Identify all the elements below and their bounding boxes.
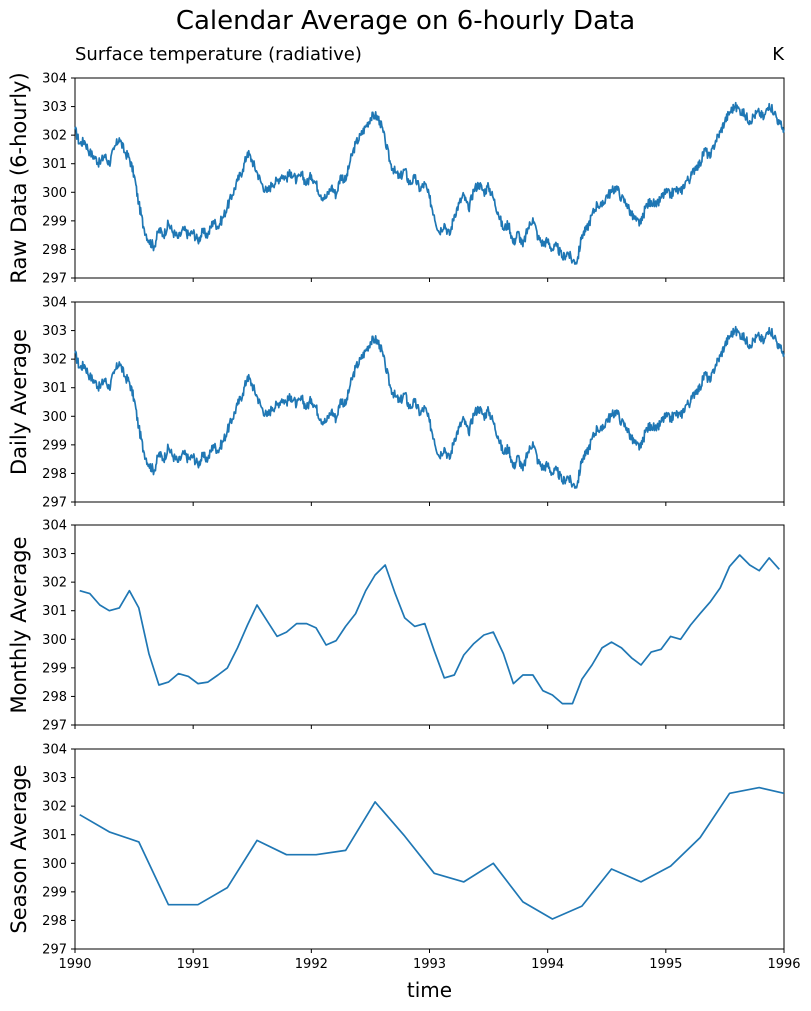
x-tick-label-1995: 1995	[649, 957, 682, 972]
y-tick-label-297: 297	[42, 272, 67, 287]
y-tick-label-302: 302	[42, 129, 67, 144]
y-tick-label-304: 304	[42, 743, 67, 758]
y-tick-label-304: 304	[42, 296, 67, 311]
y-tick-label-300: 300	[42, 410, 67, 425]
y-tick-label-299: 299	[42, 885, 67, 900]
x-axis-label: time	[407, 978, 452, 1002]
y-tick-label-302: 302	[42, 576, 67, 591]
figure-subtitle: Surface temperature (radiative)	[75, 44, 362, 65]
y-tick-label-301: 301	[42, 157, 67, 172]
series-line-4	[79, 786, 785, 920]
plot-frame-2	[74, 301, 785, 503]
x-tick-label-1993: 1993	[413, 957, 446, 972]
y-tick-label-303: 303	[42, 100, 67, 115]
y-tick-label-298: 298	[42, 243, 67, 258]
y-tick-label-298: 298	[42, 914, 67, 929]
x-tick-label-1996: 1996	[767, 957, 800, 972]
y-axis-label-3: Monthly Average	[7, 537, 31, 714]
plot-frame-4	[74, 748, 785, 950]
y-tick-label-299: 299	[42, 214, 67, 229]
y-tick-label-297: 297	[42, 719, 67, 734]
y-tick-label-302: 302	[42, 800, 67, 815]
y-tick-label-300: 300	[42, 633, 67, 648]
units-label: K	[772, 44, 784, 65]
y-tick-label-301: 301	[42, 604, 67, 619]
y-tick-label-299: 299	[42, 438, 67, 453]
y-tick-label-298: 298	[42, 690, 67, 705]
y-tick-label-301: 301	[42, 381, 67, 396]
y-axis-label-1: Raw Data (6-hourly)	[7, 72, 31, 283]
x-tick-label-1990: 1990	[58, 957, 91, 972]
y-tick-label-297: 297	[42, 943, 67, 958]
x-tick-label-1991: 1991	[177, 957, 210, 972]
series-line-3	[79, 554, 780, 705]
series-line-2	[74, 325, 785, 489]
y-tick-label-297: 297	[42, 496, 67, 511]
y-tick-label-300: 300	[42, 186, 67, 201]
y-tick-label-304: 304	[42, 72, 67, 87]
y-tick-label-303: 303	[42, 771, 67, 786]
y-tick-label-301: 301	[42, 828, 67, 843]
x-tick-label-1994: 1994	[531, 957, 564, 972]
y-tick-label-300: 300	[42, 857, 67, 872]
y-axis-label-4: Season Average	[7, 764, 31, 933]
series-line-1	[74, 101, 785, 265]
x-tick-label-1992: 1992	[295, 957, 328, 972]
y-tick-label-304: 304	[42, 519, 67, 534]
y-axis-label-2: Daily Average	[7, 329, 31, 475]
plot-frame-1	[74, 77, 785, 279]
y-tick-label-303: 303	[42, 324, 67, 339]
y-tick-label-303: 303	[42, 547, 67, 562]
plot-frame-3	[74, 524, 785, 726]
y-tick-label-298: 298	[42, 467, 67, 482]
figure-title: Calendar Average on 6-hourly Data	[175, 6, 636, 36]
y-tick-label-302: 302	[42, 353, 67, 368]
y-tick-label-299: 299	[42, 661, 67, 676]
